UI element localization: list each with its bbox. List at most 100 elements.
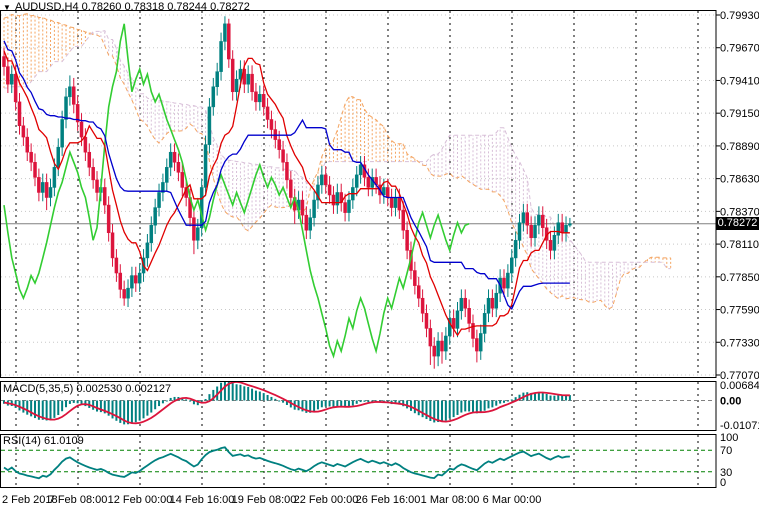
macd-histogram-bar	[324, 400, 327, 407]
candle-body	[95, 179, 99, 193]
macd-histogram-bar	[561, 395, 564, 401]
macd-histogram-bar	[328, 400, 331, 407]
macd-histogram-bar	[301, 400, 304, 412]
macd-histogram-bar	[437, 400, 440, 423]
candle-body	[130, 275, 134, 289]
time-axis-scale[interactable]	[0, 489, 716, 511]
macd-histogram-bar	[363, 400, 366, 402]
macd-histogram-bar	[231, 382, 234, 401]
macd-indicator-label: MACD(5,35,5) 0.002530 0.002127	[3, 383, 172, 395]
macd-histogram-bar	[134, 400, 137, 423]
candle-body	[308, 217, 312, 231]
candle-body	[52, 167, 57, 188]
candle-body	[440, 340, 444, 352]
candle-body	[432, 345, 436, 357]
macd-histogram-bar	[30, 400, 33, 417]
candle-body	[471, 323, 475, 339]
candle-body	[41, 182, 45, 193]
candle-body	[153, 207, 157, 226]
candle-body	[6, 66, 10, 85]
macd-histogram-bar	[514, 397, 517, 401]
candle-body	[118, 272, 123, 290]
macd-histogram-bar	[181, 398, 184, 401]
macd-histogram-bar	[565, 395, 568, 401]
candle-body	[358, 164, 363, 176]
macd-histogram-bar	[154, 400, 157, 410]
macd-histogram-bar	[309, 400, 312, 413]
ichimoku-lines-layer	[3, 23, 570, 359]
macd-histogram-bar	[266, 394, 269, 401]
candle-body	[64, 96, 68, 120]
candle-body	[413, 270, 417, 286]
macd-histogram-bar	[398, 400, 401, 405]
candle-body	[258, 94, 262, 103]
candle-body	[13, 73, 18, 103]
chikou-span-line	[3, 23, 470, 359]
macd-histogram-bar	[297, 400, 300, 411]
macd-histogram-bar	[258, 391, 261, 401]
macd-histogram-bar	[553, 395, 556, 401]
candle-body	[75, 104, 80, 123]
candle-body	[533, 224, 537, 239]
rsi-scale-label: 30	[720, 467, 732, 479]
kijun-sen-line	[3, 40, 570, 311]
candle-body	[405, 229, 409, 251]
rsi-scale-label: 100	[720, 432, 738, 444]
macd-histogram-bar	[332, 400, 335, 408]
macd-histogram-bar	[371, 400, 374, 402]
rsi-line	[3, 446, 570, 480]
macd-histogram-bar	[440, 400, 443, 422]
candle-body	[320, 174, 324, 186]
candle-body	[416, 285, 421, 299]
candle-body	[490, 297, 495, 309]
candle-body	[300, 199, 305, 216]
macd-histogram-bar	[316, 400, 319, 410]
macd-histogram-bar	[479, 400, 482, 413]
candle-body	[165, 167, 169, 183]
macd-histogram-bar	[425, 400, 428, 420]
time-axis-label: 22 Feb 00:00	[294, 494, 359, 506]
macd-histogram-bar	[235, 384, 238, 401]
candlestick-layer	[2, 16, 572, 369]
macd-panel-layer	[1, 380, 715, 425]
rsi-indicator-label: RSI(14) 61.0109	[3, 435, 84, 447]
macd-histogram-bar	[3, 400, 5, 404]
macd-histogram-bar	[169, 397, 172, 401]
symbol-marker-icon: ▼	[3, 3, 11, 12]
macd-histogram-bar	[495, 400, 498, 406]
macd-histogram-bar	[340, 400, 343, 407]
macd-histogram-bar	[471, 400, 474, 413]
time-axis-label: 19 Feb 08:00	[232, 494, 297, 506]
macd-histogram-bar	[526, 392, 529, 401]
macd-histogram-bar	[185, 399, 188, 401]
candle-body	[29, 151, 33, 163]
chart-title-ohlc: AUDUSD,H4 0.78260 0.78318 0.78244 0.7827…	[15, 1, 250, 13]
macd-histogram-bar	[429, 400, 432, 421]
candle-body	[327, 184, 332, 196]
macd-histogram-bar	[444, 400, 447, 421]
macd-histogram-bar	[103, 400, 106, 414]
chart-surface[interactable]	[0, 10, 716, 488]
candle-body	[506, 272, 510, 289]
price-tick-label: 0.78630	[720, 174, 759, 186]
macd-histogram-bar	[394, 400, 397, 404]
macd-histogram-bar	[92, 400, 95, 410]
candle-body	[196, 227, 200, 241]
macd-histogram-bar	[45, 400, 48, 421]
candle-body	[207, 106, 212, 145]
candle-body	[137, 272, 142, 284]
candle-body	[316, 184, 320, 201]
price-axis-scale[interactable]	[716, 10, 759, 488]
macd-histogram-bar	[123, 400, 126, 425]
candle-body	[548, 240, 553, 251]
candle-body	[91, 167, 95, 181]
candle-body	[230, 58, 235, 93]
candle-body	[172, 151, 177, 163]
macd-histogram-bar	[568, 395, 571, 401]
candle-body	[529, 224, 533, 239]
macd-histogram-bar	[142, 400, 145, 419]
candle-body	[455, 310, 460, 329]
candle-body	[60, 119, 64, 148]
candle-body	[2, 56, 6, 67]
